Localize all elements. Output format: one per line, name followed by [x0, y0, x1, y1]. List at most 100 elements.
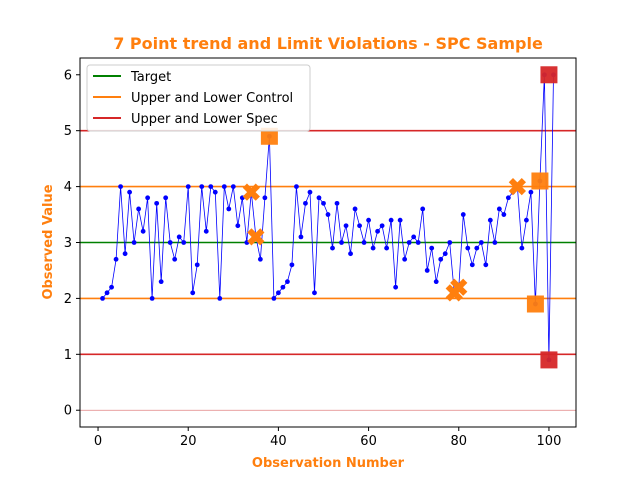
violation-markers [242, 66, 558, 369]
data-point [217, 296, 223, 301]
data-point [271, 296, 277, 301]
data-point [276, 290, 281, 296]
data-point [118, 184, 123, 189]
data-point [343, 223, 349, 229]
data-point [393, 284, 399, 290]
violation-square-marker [526, 295, 544, 313]
x-tick-label: 100 [537, 434, 562, 449]
legend-label-control: Upper and Lower Control [131, 91, 293, 106]
data-point [172, 256, 178, 262]
data-point [375, 228, 380, 234]
data-point [285, 279, 290, 285]
data-point [230, 184, 236, 189]
data-point [388, 217, 394, 223]
data-point [424, 268, 430, 273]
data-point [181, 240, 187, 245]
data-point [379, 223, 385, 229]
data-point [348, 251, 353, 257]
data-point [203, 228, 209, 234]
data-point [357, 223, 362, 229]
data-point [528, 189, 534, 195]
violation-square-marker [531, 172, 549, 190]
trend-x-stroke [508, 177, 527, 196]
data-point [312, 290, 317, 296]
data-point [127, 189, 132, 195]
chart-title: 7 Point trend and Limit Violations - SPC… [113, 34, 543, 53]
legend-label-spec: Upper and Lower Spec [131, 112, 278, 127]
data-point [519, 245, 525, 251]
data-point [316, 195, 322, 201]
data-point [415, 240, 421, 245]
data-point [501, 212, 507, 217]
data-point [262, 195, 268, 201]
trend-x-marker [247, 228, 265, 246]
data-point [478, 240, 484, 245]
data-point [235, 223, 241, 229]
data-point [442, 251, 448, 257]
data-point [113, 256, 119, 262]
data-point [149, 296, 155, 301]
data-point [280, 284, 286, 290]
data-point [154, 200, 160, 206]
data-point [361, 240, 367, 245]
data-point [330, 245, 335, 251]
violation-square-marker [260, 127, 278, 145]
data-point [190, 290, 196, 296]
data-point [429, 245, 435, 251]
data-point [109, 284, 114, 290]
violation-square-marker [540, 66, 558, 84]
y-axis-label: Observed Value [41, 184, 56, 299]
y-tick-label: 6 [64, 68, 72, 83]
data-point [163, 195, 169, 201]
data-point [221, 184, 227, 189]
data-point [194, 262, 200, 268]
data-point [140, 228, 146, 234]
data-point [420, 206, 426, 212]
data-point [208, 184, 214, 189]
data-point [131, 240, 137, 245]
y-tick-label: 1 [64, 348, 72, 363]
reference-lines [80, 129, 576, 411]
data-point [447, 240, 453, 245]
legend-box [86, 64, 311, 132]
data-point [397, 217, 403, 223]
data-point [226, 206, 232, 212]
data-point [469, 262, 475, 268]
data-point [496, 206, 502, 212]
data-point [325, 212, 331, 217]
data-point [402, 256, 408, 262]
data-point [433, 279, 439, 285]
x-axis-label: Observation Number [252, 456, 405, 471]
data-point [294, 184, 299, 189]
x-tick-label: 0 [94, 434, 102, 449]
data-point [158, 279, 164, 285]
legend: Target Upper and Lower Control Upper and… [86, 64, 311, 132]
y-axis-ticks: 0 1 2 3 4 5 6 [64, 68, 80, 419]
data-point [352, 206, 358, 212]
data-point [465, 245, 471, 251]
data-point [257, 256, 263, 262]
trend-x-marker [508, 177, 527, 196]
data-point [411, 234, 417, 240]
data-point [100, 296, 105, 301]
data-point [298, 234, 304, 240]
trend-x-stroke [242, 183, 260, 201]
trend-x-stroke [247, 228, 265, 246]
data-point [176, 234, 182, 240]
data-point [474, 245, 480, 251]
data-point [321, 200, 326, 206]
data-point [289, 262, 295, 268]
data-point [339, 240, 344, 245]
x-axis-ticks: 0 20 40 60 80 100 [94, 427, 561, 449]
y-tick-label: 5 [64, 124, 72, 139]
data-point [334, 200, 340, 206]
data-point [384, 245, 390, 251]
data-point [104, 290, 110, 296]
x-tick-label: 40 [270, 434, 287, 449]
trend-x-marker [242, 183, 260, 201]
data-point [487, 217, 493, 223]
data-point [483, 262, 489, 268]
data-point [366, 217, 371, 223]
data-point [492, 240, 498, 245]
